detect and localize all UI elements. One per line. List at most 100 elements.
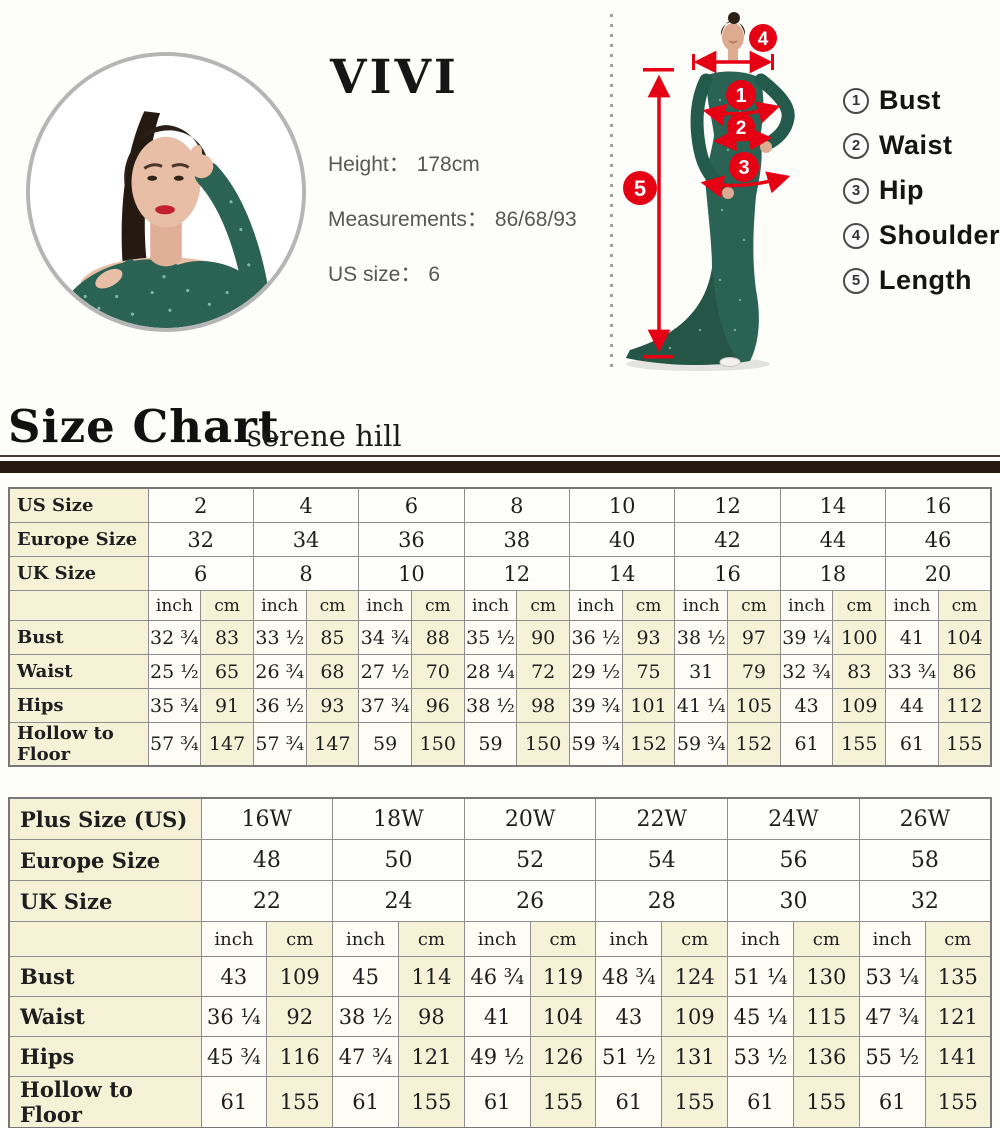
size-value-cell: 24W — [727, 797, 860, 840]
size-value-cell: 22W — [595, 797, 729, 840]
measurement-value-cell: 83 — [832, 654, 887, 689]
unit-label-cell: cm — [397, 921, 465, 957]
measurement-value-cell: 155 — [397, 1076, 465, 1128]
measurement-legend: 1 Bust 2 Waist 3 Hip 4 Shoulder 5 Length — [843, 78, 1000, 303]
measurement-value-cell: 68 — [305, 654, 360, 689]
marker-1: 1 — [735, 85, 746, 107]
measurement-value-cell: 37 ¾ — [358, 688, 412, 723]
legend-item-hip: 3 Hip — [843, 168, 1000, 213]
measurement-value-cell: 45 ¾ — [200, 1036, 268, 1077]
measurement-row: Bust 32 ¾ 83 33 ½ 85 34 ¾ 88 35 ½ 90 36 ½ 93 38 ½ 97… — [8, 620, 992, 655]
unit-label-cell: cm — [516, 590, 570, 621]
measurement-value-cell: 93 — [621, 620, 676, 655]
unit-label-cell: inch — [147, 590, 202, 621]
unit-label-cell: cm — [792, 921, 860, 957]
unit-label-cell: inch — [569, 590, 623, 621]
measurement-value-cell: 41 ¼ — [674, 688, 729, 723]
size-value-cell: 20W — [463, 797, 597, 840]
legend-label: Bust — [879, 85, 941, 115]
size-value-cell: 4 — [252, 487, 360, 523]
size-value-cell: 8 — [463, 487, 571, 523]
measurement-value-cell: 34 ¾ — [358, 620, 412, 655]
size-value-cell: 14 — [568, 556, 676, 591]
size-value-cell: 10 — [568, 487, 676, 523]
size-value-cell: 54 — [595, 839, 729, 881]
unit-label-cell: inch — [200, 921, 268, 957]
measurement-value-cell: 135 — [924, 956, 992, 997]
marker-4: 4 — [758, 29, 769, 50]
measurement-value-cell: 105 — [727, 688, 781, 723]
measurement-value-cell: 39 ¾ — [569, 688, 623, 723]
legend-label: Length — [879, 265, 972, 295]
row-label: Plus Size (US) — [8, 797, 202, 840]
measurement-row: Hollow to Floor 57 ¾ 147 57 ¾ 147 59 150 59 150 5… — [8, 722, 992, 767]
legend-label: Shoulder — [879, 220, 1000, 250]
size-header-row: UK Size 22 24 26 28 30 32 — [8, 880, 992, 922]
measurement-row: Waist 25 ½ 65 26 ¾ 68 27 ½ 70 28 ¼ 72 29 ½ 75 31 79 3… — [8, 654, 992, 689]
row-label: Waist — [8, 654, 149, 689]
size-value-cell: 22 — [200, 880, 334, 922]
divider-thick-bar — [0, 461, 1000, 473]
marker-3: 3 — [738, 157, 749, 179]
measurement-value-cell: 61 — [463, 1076, 531, 1128]
measurement-value-cell: 152 — [727, 722, 781, 767]
measurement-value-cell: 38 ½ — [674, 620, 729, 655]
measurement-value-cell: 48 ¾ — [595, 956, 663, 997]
measurement-value-cell: 119 — [529, 956, 597, 997]
measurement-value-cell: 85 — [305, 620, 360, 655]
unit-label-cell: inch — [885, 590, 939, 621]
measurement-value-cell: 155 — [661, 1076, 729, 1128]
row-label-empty — [8, 590, 149, 621]
size-value-cell: 50 — [332, 839, 465, 881]
measurement-value-cell: 36 ½ — [569, 620, 623, 655]
measurement-value-cell: 136 — [792, 1036, 860, 1077]
legend-item-length: 5 Length — [843, 258, 1000, 303]
measurement-value-cell: 72 — [516, 654, 570, 689]
measurement-value-cell: 147 — [200, 722, 254, 767]
brand-name: VIVI — [330, 50, 459, 105]
measurement-value-cell: 61 — [858, 1076, 926, 1128]
measurement-value-cell: 38 ½ — [463, 688, 518, 723]
measurement-value-cell: 109 — [266, 956, 334, 997]
size-value-cell: 18W — [332, 797, 465, 840]
size-value-cell: 42 — [674, 522, 781, 557]
size-header-row: UK Size 6 8 10 12 14 16 18 20 — [8, 556, 992, 591]
unit-label-cell: cm — [924, 921, 992, 957]
measurement-value-cell: 88 — [410, 620, 465, 655]
measurement-value-cell: 155 — [832, 722, 887, 767]
measurement-value-cell: 59 ¾ — [569, 722, 623, 767]
measurement-value-cell: 98 — [516, 688, 570, 723]
measurement-overlays: 1 2 3 4 5 — [623, 24, 791, 359]
size-value-cell: 6 — [147, 556, 254, 591]
measurement-value-cell: 33 ½ — [252, 620, 307, 655]
measurement-value-cell: 45 ¼ — [727, 996, 794, 1037]
unit-label-cell: cm — [305, 590, 360, 621]
dress-measurement-figure: 1 2 3 4 5 — [610, 12, 795, 372]
measurement-value-cell: 109 — [832, 688, 887, 723]
model-height-label: Height： — [328, 153, 410, 176]
size-value-cell: 28 — [595, 880, 729, 922]
unit-label-cell: inch — [595, 921, 663, 957]
measurement-value-cell: 141 — [924, 1036, 992, 1077]
measurement-value-cell: 57 ¾ — [252, 722, 307, 767]
size-header-row: Europe Size 48 50 52 54 56 58 — [8, 839, 992, 881]
measurement-row: Hips 45 ¾ 116 47 ¾ 121 49 ½ 126 51 ½ 131 53 ½ 136 5… — [8, 1036, 992, 1077]
legend-item-waist: 2 Waist — [843, 123, 1000, 168]
model-height-value: 178cm — [416, 153, 480, 176]
measurement-value-cell: 104 — [937, 620, 992, 655]
marker-5: 5 — [634, 176, 646, 201]
measurement-value-cell: 32 ¾ — [779, 654, 834, 689]
divider-thin-rule — [0, 455, 1000, 457]
measurement-value-cell: 124 — [661, 956, 729, 997]
row-label: Europe Size — [8, 522, 149, 557]
marker-2: 2 — [736, 118, 747, 139]
section-title: Size Chart — [8, 400, 280, 453]
size-value-cell: 14 — [779, 487, 887, 523]
unit-label-cell: inch — [332, 921, 399, 957]
unit-label-cell: inch — [779, 590, 834, 621]
measurement-value-cell: 155 — [266, 1076, 334, 1128]
measurement-value-cell: 61 — [885, 722, 939, 767]
measurement-value-cell: 49 ½ — [463, 1036, 531, 1077]
